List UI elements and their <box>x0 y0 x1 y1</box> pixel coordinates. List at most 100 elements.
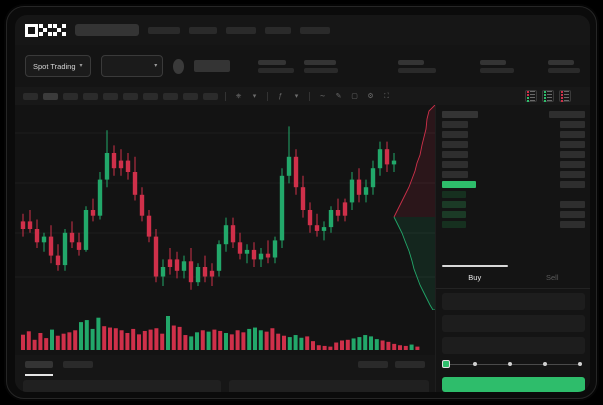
nav-item-3[interactable] <box>226 26 256 34</box>
candle <box>349 179 355 203</box>
trading-pair-select[interactable]: ▾ <box>100 55 164 77</box>
camera-icon[interactable]: ▢ <box>351 92 358 100</box>
ob-row-ask-6-amount <box>560 160 585 168</box>
bottom-action-2[interactable] <box>395 361 425 368</box>
market-info-bar: Spot Trading ▾ ▾ <box>15 45 590 87</box>
nav-item-4[interactable] <box>265 26 291 34</box>
volume-bar <box>67 332 72 350</box>
timeframe-5m[interactable] <box>43 92 58 100</box>
indicators-icon[interactable]: ƒ <box>278 92 283 100</box>
trading-mode-select[interactable]: Spot Trading ▾ <box>25 55 91 77</box>
amount-percent-slider[interactable] <box>442 359 585 371</box>
slider-handle[interactable] <box>442 360 450 368</box>
volume-bar <box>212 329 217 350</box>
nav-item-2[interactable] <box>189 26 217 34</box>
volume-bar <box>50 329 54 350</box>
stat-low-label <box>480 59 507 65</box>
orderbook-mode-sell[interactable] <box>559 90 571 102</box>
line-tool-icon[interactable]: ∼ <box>319 92 326 100</box>
timeframe-1h[interactable] <box>83 92 98 100</box>
ob-row-ask-6[interactable] <box>442 159 585 169</box>
ob-row-bid-2[interactable] <box>442 199 585 209</box>
ob-row-last-price[interactable] <box>442 179 585 189</box>
volume-bar <box>113 328 118 350</box>
candle <box>258 253 264 260</box>
order-book[interactable] <box>436 105 590 263</box>
trading-mode-label: Spot Trading <box>33 61 76 71</box>
order-entry-form <box>442 293 585 392</box>
stat-volume-value <box>548 67 581 73</box>
orders-content <box>23 380 429 392</box>
timeframe-1M[interactable] <box>163 92 178 100</box>
ob-row-ask-3[interactable] <box>442 129 585 139</box>
slider-stop-100[interactable] <box>578 362 582 366</box>
candle <box>293 156 299 188</box>
volume-bar <box>224 333 228 350</box>
pencil-icon[interactable]: ✎ <box>335 92 342 100</box>
volume-bar <box>241 332 246 350</box>
bottom-panel-right[interactable] <box>229 380 429 392</box>
settings-icon[interactable]: ⚙ <box>367 92 374 100</box>
candle <box>76 242 82 250</box>
candle <box>251 249 257 260</box>
candle <box>209 270 215 277</box>
timeframe-1w[interactable] <box>143 92 158 100</box>
bottom-panel-left[interactable] <box>23 380 221 392</box>
price-chart-pane[interactable] <box>15 105 435 355</box>
orderbook-mode-buy[interactable] <box>542 90 554 102</box>
okx-logo-icon[interactable] <box>25 23 66 37</box>
candle <box>314 225 320 231</box>
timeframe-4h[interactable] <box>103 92 118 100</box>
search-input[interactable] <box>75 24 139 36</box>
volume-bar <box>369 336 373 350</box>
order-total-field[interactable] <box>442 337 585 354</box>
order-amount-field[interactable] <box>442 315 585 332</box>
ob-row-ask-7[interactable] <box>442 169 585 179</box>
place-buy-order-button[interactable] <box>442 377 585 392</box>
bottom-tab-open-orders[interactable] <box>25 361 53 368</box>
logo-block-k <box>39 23 52 37</box>
chart-type-chevron-icon[interactable]: ▾ <box>252 92 257 100</box>
bottom-action-1[interactable] <box>358 361 388 368</box>
slider-stop-75[interactable] <box>543 362 547 366</box>
top-navigation-bar <box>15 15 590 45</box>
chart-type-icon[interactable]: ⎈ <box>235 92 242 100</box>
nav-item-5[interactable] <box>300 26 330 34</box>
ob-row-ask-2[interactable] <box>442 119 585 129</box>
timeframe-15m[interactable] <box>63 92 78 100</box>
timeframe-more[interactable] <box>183 92 198 100</box>
ob-row-ask-4[interactable] <box>442 139 585 149</box>
ob-row-ask-7-amount <box>560 170 585 178</box>
stat-change-label <box>304 59 337 65</box>
ob-row-ask-5[interactable] <box>442 149 585 159</box>
stat-price-value <box>258 67 295 73</box>
orderbook-mode-both[interactable] <box>525 90 537 102</box>
fullscreen-icon[interactable]: ⛶ <box>384 92 389 100</box>
candle <box>370 168 376 188</box>
ob-row-bid-1[interactable] <box>442 189 585 199</box>
nav-item-1[interactable] <box>148 26 180 34</box>
stat-price <box>258 59 295 73</box>
volume-bar <box>206 331 211 350</box>
candle <box>83 210 89 250</box>
ob-row-ask-3-price <box>442 130 468 138</box>
ob-row-ask-3-amount <box>560 130 585 138</box>
ob-row-bid-3[interactable] <box>442 209 585 219</box>
timeframe-1m[interactable] <box>23 92 38 100</box>
ob-row-ask-1[interactable] <box>442 109 585 119</box>
timeframe-1d[interactable] <box>123 92 138 100</box>
order-price-field[interactable] <box>442 293 585 310</box>
timeframe-all[interactable] <box>203 92 218 100</box>
slider-stop-50[interactable] <box>508 362 512 366</box>
tab-sell[interactable]: Sell <box>514 267 591 288</box>
candle <box>286 156 292 176</box>
toolbar-divider <box>225 91 226 101</box>
ob-row-bid-4-amount <box>560 220 585 228</box>
bottom-tab-order-history[interactable] <box>63 361 93 368</box>
tab-buy[interactable]: Buy <box>436 267 514 288</box>
slider-stop-25[interactable] <box>473 362 477 366</box>
candle <box>125 160 131 172</box>
indicators-chevron-icon[interactable]: ▾ <box>294 92 299 100</box>
ob-row-bid-4[interactable] <box>442 219 585 229</box>
buy-sell-tab-bar: Buy Sell <box>436 267 590 289</box>
